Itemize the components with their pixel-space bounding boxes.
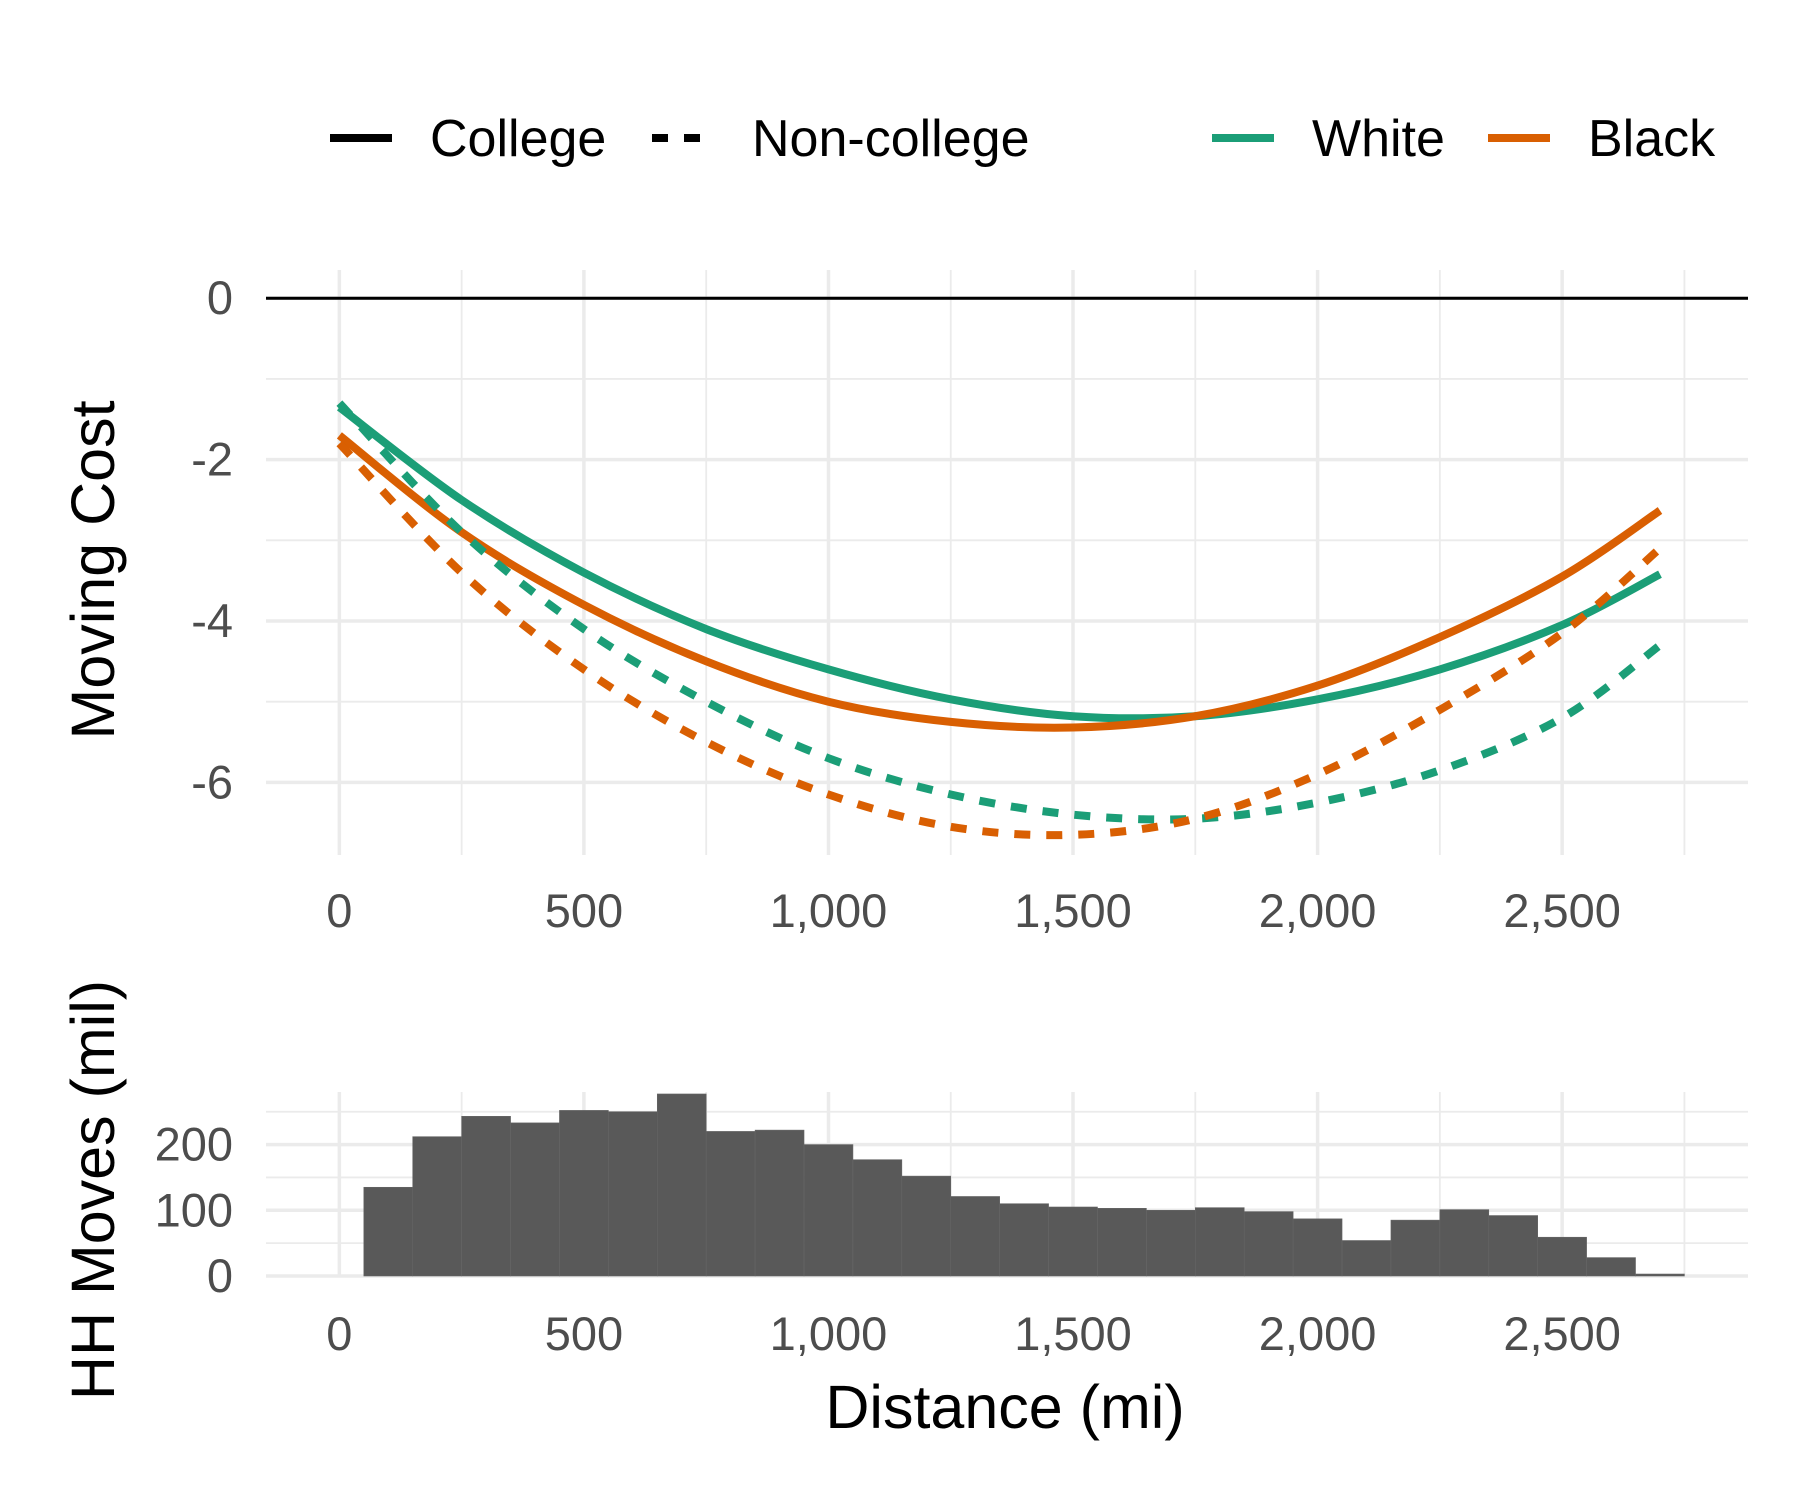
histogram-bar [1488,1215,1538,1277]
series-line-black-college [336,432,1663,732]
moving-cost-panel: 0 500 1,000 1,500 2,000 2,500 0 -2 -4 -6 [191,270,1748,937]
y-tick-label: 200 [155,1118,233,1171]
histogram-bar [705,1131,756,1277]
histogram-bar [1537,1236,1587,1277]
series-line-white-college [336,404,1662,723]
y-tick-label: 0 [207,1249,233,1302]
legend: College Non-college White Black [330,110,1716,168]
histogram-bar [363,1186,414,1277]
y-axis-title-hh-moves: HH Moves (mil) [59,980,127,1400]
x-tick-label: 500 [545,1307,623,1360]
x-tick-label: 2,500 [1503,884,1621,937]
histogram-bar [1341,1240,1392,1277]
x-tick-label: 2,000 [1259,1307,1377,1360]
x-tick-label: 1,500 [1014,884,1132,937]
x-tick-label: 0 [326,884,352,937]
histogram-bar [1586,1257,1636,1277]
x-tick-label: 2,500 [1503,1307,1621,1360]
y-tick-label: 100 [155,1183,233,1236]
histogram-bar [412,1136,462,1277]
x-tick-label: 1,000 [770,1307,888,1360]
y-tick-label: -2 [191,433,233,486]
histogram-bar [559,1110,609,1277]
x-tick-label: 0 [326,1307,352,1360]
legend-label-white: White [1312,110,1445,168]
x-axis-title-distance: Distance (mi) [825,1373,1184,1441]
histogram-bar [754,1129,805,1277]
histogram-bar [461,1116,511,1277]
y-tick-label: -6 [191,755,233,808]
histogram-bar [656,1093,707,1277]
histogram-bar [901,1175,952,1277]
x-tick-label: 1,000 [770,884,888,937]
hh-moves-panel: 0 500 1,000 1,500 2,000 2,500 0 100 200 [155,1092,1748,1360]
series-line-black-non-college [336,440,1663,840]
histogram-bar [950,1196,1000,1277]
histogram-bar [1243,1211,1294,1277]
legend-label-non-college: Non-college [752,110,1030,168]
legend-label-black: Black [1588,110,1716,168]
histogram-bar [1390,1219,1441,1277]
x-tick-label: 2,000 [1259,884,1377,937]
y-axis-title-moving-cost: Moving Cost [59,400,127,739]
histogram-bar [510,1122,560,1277]
histogram-bar [1439,1209,1490,1277]
y-tick-label: -4 [191,594,233,647]
series-line-white-non-college [336,400,1663,824]
histogram-bar [1097,1208,1147,1277]
y-tick-label: 0 [207,271,233,324]
x-tick-label: 500 [545,884,623,937]
histogram-bar [1635,1273,1685,1277]
histogram-bar [1048,1206,1098,1277]
histogram-bar [1195,1207,1245,1277]
histogram-bar [1146,1209,1196,1277]
x-tick-label: 1,500 [1014,1307,1132,1360]
histogram-bar [1292,1218,1343,1277]
legend-label-college: College [430,110,606,168]
histogram-bar [852,1159,903,1277]
histogram-bar [999,1203,1049,1277]
histogram-bar [803,1144,854,1277]
histogram-bar [608,1111,658,1277]
